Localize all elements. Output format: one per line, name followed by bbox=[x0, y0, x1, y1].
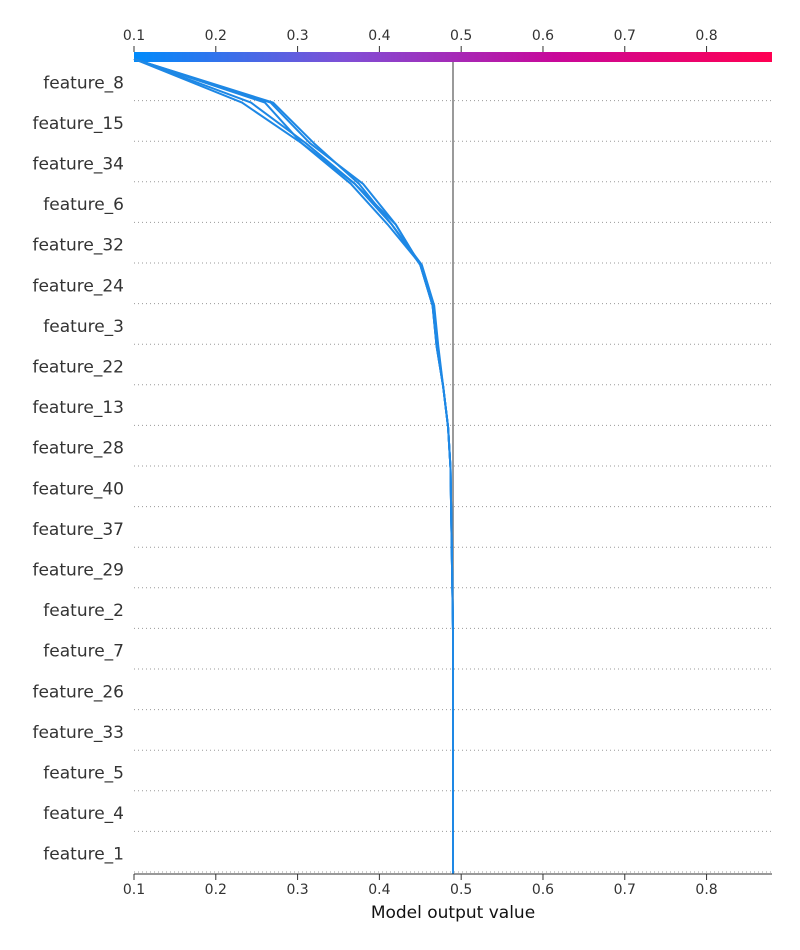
decision-paths bbox=[133, 58, 454, 874]
feature-label: feature_1 bbox=[43, 845, 124, 865]
top-tick-label: 0.2 bbox=[205, 28, 227, 44]
bottom-tick-label: 0.3 bbox=[286, 882, 308, 898]
feature-label: feature_5 bbox=[43, 764, 124, 784]
bottom-tick-label: 0.5 bbox=[450, 882, 472, 898]
feature-label: feature_32 bbox=[32, 236, 124, 256]
decision-path bbox=[133, 58, 454, 874]
feature-label: feature_33 bbox=[32, 723, 124, 743]
feature-label: feature_37 bbox=[32, 520, 124, 540]
bottom-axis-ticks: 0.1 0.2 0.3 0.4 0.5 0.6 0.7 0.8 bbox=[123, 874, 718, 898]
feature-label: feature_13 bbox=[32, 398, 124, 418]
x-axis-title: Model output value bbox=[371, 903, 535, 923]
decision-path bbox=[133, 58, 454, 874]
feature-label: feature_7 bbox=[43, 642, 124, 662]
feature-label: feature_3 bbox=[43, 317, 124, 337]
feature-label: feature_29 bbox=[32, 561, 124, 581]
feature-label: feature_40 bbox=[32, 479, 124, 499]
feature-label: feature_2 bbox=[43, 601, 124, 621]
feature-label: feature_24 bbox=[32, 276, 124, 296]
top-tick-label: 0.7 bbox=[614, 28, 636, 44]
feature-label: feature_6 bbox=[43, 195, 124, 215]
feature-label: feature_26 bbox=[32, 682, 124, 702]
top-tick-label: 0.1 bbox=[123, 28, 145, 44]
bottom-tick-label: 0.2 bbox=[205, 882, 227, 898]
decision-path bbox=[133, 58, 454, 874]
decision-path bbox=[133, 58, 454, 874]
bottom-tick-label: 0.8 bbox=[695, 882, 717, 898]
feature-label: feature_4 bbox=[43, 804, 124, 824]
colorbar bbox=[134, 52, 772, 62]
feature-labels: feature_8 feature_15 feature_34 feature_6fe… bbox=[32, 73, 124, 864]
top-tick-label: 0.3 bbox=[286, 28, 308, 44]
top-tick-label: 0.6 bbox=[532, 28, 554, 44]
feature-label: feature_34 bbox=[32, 155, 124, 175]
bottom-tick-label: 0.4 bbox=[368, 882, 390, 898]
bottom-tick-label: 0.6 bbox=[532, 882, 554, 898]
bottom-tick-label: 0.1 bbox=[123, 882, 145, 898]
feature-label: feature_15 bbox=[32, 114, 124, 134]
top-tick-label: 0.5 bbox=[450, 28, 472, 44]
top-tick-label: 0.8 bbox=[695, 28, 717, 44]
bottom-tick-label: 0.7 bbox=[614, 882, 636, 898]
feature-label: feature_8 bbox=[43, 73, 124, 93]
top-axis-ticks: 0.1 0.2 0.3 0.4 0.5 0.6 0.7 0.8 bbox=[123, 28, 718, 52]
top-tick-label: 0.4 bbox=[368, 28, 390, 44]
feature-label: feature_28 bbox=[32, 439, 124, 459]
decision-path bbox=[133, 58, 454, 874]
feature-label: feature_22 bbox=[32, 358, 124, 378]
